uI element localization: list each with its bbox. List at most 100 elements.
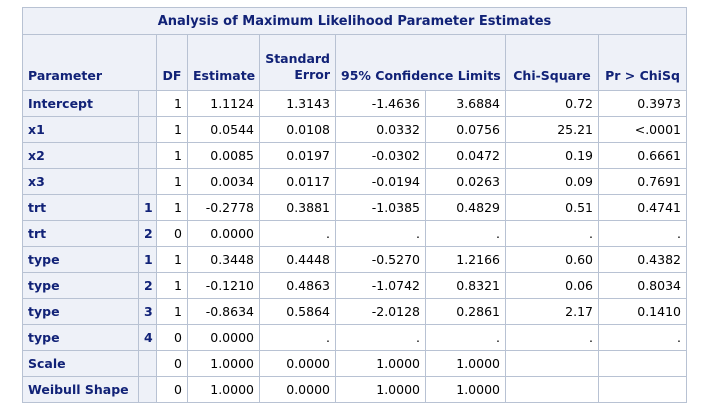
- row-chi-square: 25.21: [505, 116, 599, 143]
- row-standard-error: 1.3143: [259, 90, 336, 117]
- table-row: type 3 1 -0.8634 0.5864 -2.0128 0.2861 2…: [22, 298, 687, 325]
- row-chi-square: .: [505, 220, 599, 247]
- header-estimate: Estimate: [187, 34, 260, 91]
- row-level: 3: [138, 298, 157, 325]
- row-lower-limit: 1.0000: [335, 376, 426, 403]
- header-parameter: Parameter: [22, 34, 157, 91]
- row-upper-limit: .: [425, 324, 506, 351]
- row-lower-limit: -0.5270: [335, 246, 426, 273]
- row-level: [138, 142, 157, 169]
- row-chi-square: 0.09: [505, 168, 599, 195]
- table-row: trt 1 1 -0.2778 0.3881 -1.0385 0.4829 0.…: [22, 194, 687, 221]
- row-standard-error: 0.4448: [259, 246, 336, 273]
- row-df: 0: [156, 350, 188, 377]
- row-lower-limit: -2.0128: [335, 298, 426, 325]
- table-row: Weibull Shape 0 1.0000 0.0000 1.0000 1.0…: [22, 376, 687, 403]
- row-df: 0: [156, 220, 188, 247]
- row-chi-square: 0.72: [505, 90, 599, 117]
- row-upper-limit: 1.0000: [425, 350, 506, 377]
- header-pr-chisq: Pr > ChiSq: [598, 34, 687, 91]
- header-chi-square: Chi-Square: [505, 34, 599, 91]
- row-upper-limit: 0.2861: [425, 298, 506, 325]
- table-body: Intercept 1 1.1124 1.3143 -1.4636 3.6884…: [22, 90, 687, 403]
- row-lower-limit: -1.0385: [335, 194, 426, 221]
- parameter-estimates-table: Analysis of Maximum Likelihood Parameter…: [22, 7, 687, 403]
- row-estimate: 1.0000: [187, 376, 260, 403]
- row-level: [138, 168, 157, 195]
- row-lower-limit: 1.0000: [335, 350, 426, 377]
- row-df: 1: [156, 272, 188, 299]
- row-level: [138, 90, 157, 117]
- row-estimate: 0.0544: [187, 116, 260, 143]
- row-lower-limit: -1.4636: [335, 90, 426, 117]
- row-estimate: -0.8634: [187, 298, 260, 325]
- table-title: Analysis of Maximum Likelihood Parameter…: [22, 7, 687, 35]
- row-pr-chisq: 0.1410: [598, 298, 687, 325]
- row-pr-chisq: <.0001: [598, 116, 687, 143]
- row-upper-limit: 1.2166: [425, 246, 506, 273]
- row-df: 0: [156, 376, 188, 403]
- row-standard-error: 0.4863: [259, 272, 336, 299]
- row-pr-chisq: 0.7691: [598, 168, 687, 195]
- row-estimate: 0.0085: [187, 142, 260, 169]
- row-df: 1: [156, 90, 188, 117]
- row-estimate: -0.2778: [187, 194, 260, 221]
- row-parameter: x1: [22, 116, 139, 143]
- row-upper-limit: 0.0756: [425, 116, 506, 143]
- results-table-container: Analysis of Maximum Likelihood Parameter…: [22, 7, 687, 403]
- table-row: Intercept 1 1.1124 1.3143 -1.4636 3.6884…: [22, 90, 687, 117]
- row-lower-limit: 0.0332: [335, 116, 426, 143]
- row-standard-error: .: [259, 324, 336, 351]
- row-standard-error: 0.0000: [259, 350, 336, 377]
- row-level: 1: [138, 246, 157, 273]
- row-level: [138, 376, 157, 403]
- row-parameter: type: [22, 324, 139, 351]
- row-chi-square: [505, 350, 599, 377]
- table-row: x3 1 0.0034 0.0117 -0.0194 0.0263 0.09 0…: [22, 168, 687, 195]
- row-pr-chisq: .: [598, 324, 687, 351]
- row-pr-chisq: 0.4741: [598, 194, 687, 221]
- row-estimate: -0.1210: [187, 272, 260, 299]
- row-estimate: 0.3448: [187, 246, 260, 273]
- row-upper-limit: 0.4829: [425, 194, 506, 221]
- row-parameter: type: [22, 246, 139, 273]
- row-upper-limit: 1.0000: [425, 376, 506, 403]
- row-chi-square: 0.19: [505, 142, 599, 169]
- table-row: x1 1 0.0544 0.0108 0.0332 0.0756 25.21 <…: [22, 116, 687, 143]
- row-df: 1: [156, 142, 188, 169]
- row-chi-square: 2.17: [505, 298, 599, 325]
- row-upper-limit: .: [425, 220, 506, 247]
- row-parameter: trt: [22, 194, 139, 221]
- row-parameter: trt: [22, 220, 139, 247]
- row-estimate: 0.0000: [187, 324, 260, 351]
- row-parameter: type: [22, 298, 139, 325]
- row-standard-error: 0.0108: [259, 116, 336, 143]
- row-pr-chisq: 0.6661: [598, 142, 687, 169]
- row-pr-chisq: [598, 350, 687, 377]
- row-chi-square: 0.51: [505, 194, 599, 221]
- row-level: 4: [138, 324, 157, 351]
- row-parameter: Intercept: [22, 90, 139, 117]
- row-estimate: 1.1124: [187, 90, 260, 117]
- row-pr-chisq: 0.8034: [598, 272, 687, 299]
- table-row: type 1 1 0.3448 0.4448 -0.5270 1.2166 0.…: [22, 246, 687, 273]
- row-standard-error: 0.3881: [259, 194, 336, 221]
- row-df: 1: [156, 168, 188, 195]
- row-level: 1: [138, 194, 157, 221]
- row-lower-limit: .: [335, 324, 426, 351]
- row-standard-error: .: [259, 220, 336, 247]
- row-estimate: 0.0034: [187, 168, 260, 195]
- row-upper-limit: 0.8321: [425, 272, 506, 299]
- row-pr-chisq: 0.3973: [598, 90, 687, 117]
- row-parameter: x2: [22, 142, 139, 169]
- header-confidence-limits: 95% Confidence Limits: [335, 34, 506, 91]
- row-parameter: Scale: [22, 350, 139, 377]
- row-level: 2: [138, 272, 157, 299]
- table-row: x2 1 0.0085 0.0197 -0.0302 0.0472 0.19 0…: [22, 142, 687, 169]
- header-standard-error-line1: Standard: [265, 51, 330, 66]
- row-df: 0: [156, 324, 188, 351]
- row-df: 1: [156, 194, 188, 221]
- row-lower-limit: -0.0302: [335, 142, 426, 169]
- row-parameter: Weibull Shape: [22, 376, 139, 403]
- row-estimate: 1.0000: [187, 350, 260, 377]
